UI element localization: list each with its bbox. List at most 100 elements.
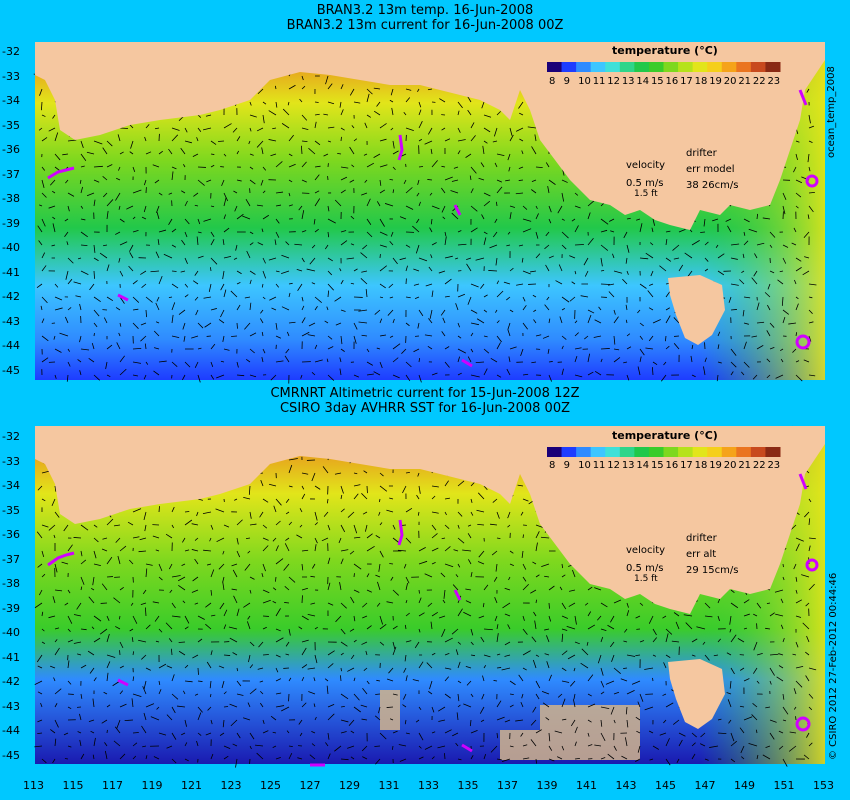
current-vector: [271, 307, 277, 311]
current-vector: [555, 280, 563, 285]
current-vector: [106, 672, 109, 682]
current-vector: [93, 199, 96, 207]
current-vector: [334, 472, 342, 475]
current-vector: [158, 275, 163, 285]
colorbar-tick-label: 10: [578, 76, 591, 87]
current-vector: [483, 584, 489, 591]
current-vector: [171, 693, 179, 700]
current-vector: [324, 320, 329, 324]
current-vector: [625, 304, 628, 311]
current-vector: [171, 674, 175, 682]
current-vector: [145, 151, 152, 155]
current-vector: [197, 127, 202, 132]
current-vector: [691, 753, 696, 760]
current-vector: [154, 179, 160, 184]
current-vector: [587, 744, 593, 747]
x-tick-label: 119: [141, 779, 163, 792]
current-vector: [249, 732, 255, 740]
current-vector: [507, 322, 511, 330]
current-vector: [469, 175, 472, 181]
current-vector: [236, 680, 242, 687]
current-vector: [311, 743, 316, 747]
current-vector: [361, 192, 368, 196]
current-vector: [298, 719, 303, 725]
current-vector: [479, 706, 485, 714]
current-vector: [491, 550, 498, 556]
current-vector: [753, 641, 758, 651]
current-vector: [401, 348, 407, 354]
current-vector: [80, 586, 83, 591]
current-vector: [808, 693, 814, 699]
current-vector: [93, 550, 97, 559]
current-vector: [249, 179, 256, 185]
current-vector: [425, 283, 433, 287]
current-vector: [489, 523, 498, 526]
current-vector: [314, 296, 322, 303]
current-vector: [327, 283, 334, 291]
current-vector: [145, 568, 148, 578]
current-vector: [196, 236, 199, 246]
current-vector: [80, 628, 87, 631]
current-vector: [38, 127, 43, 131]
current-vector: [256, 140, 264, 148]
current-vector: [743, 613, 750, 617]
current-vector: [792, 653, 797, 656]
top-y-tick-label: -37: [2, 167, 20, 181]
current-vector: [561, 718, 567, 721]
current-vector: [726, 652, 732, 656]
top-y-tick-label: -32: [2, 45, 20, 58]
current-vector: [600, 218, 609, 225]
current-vector: [671, 640, 680, 643]
current-vector: [507, 524, 511, 528]
current-vector: [743, 341, 747, 350]
colorbar-tick-label: 11: [592, 460, 606, 471]
current-vector: [363, 153, 368, 156]
current-vector: [808, 140, 813, 143]
current-vector: [535, 205, 538, 209]
current-vector: [584, 270, 589, 277]
current-vector: [483, 485, 488, 490]
current-vector: [544, 244, 550, 250]
current-vector: [73, 537, 82, 539]
current-vector: [273, 505, 277, 513]
current-vector: [80, 576, 85, 585]
current-vector: [378, 563, 381, 572]
current-vector: [93, 179, 100, 183]
current-vector: [288, 153, 293, 157]
current-vector: [285, 511, 290, 515]
current-vector: [496, 716, 505, 721]
current-vector: [270, 715, 277, 721]
current-vector: [360, 252, 368, 259]
current-vector: [782, 244, 789, 248]
current-vector: [313, 218, 316, 225]
current-vector: [753, 613, 758, 617]
current-vector: [272, 745, 277, 748]
current-vector: [327, 753, 331, 760]
current-vector: [181, 239, 186, 246]
current-vector: [36, 531, 43, 539]
current-vector: [389, 718, 394, 721]
current-vector: [509, 309, 514, 313]
current-vector: [675, 621, 680, 630]
colorbar-swatch: [678, 447, 694, 457]
current-vector: [548, 615, 552, 622]
current-vector: [301, 179, 307, 183]
current-vector: [756, 602, 762, 609]
current-vector: [37, 719, 43, 723]
current-vector: [196, 740, 199, 747]
current-vector: [262, 166, 267, 171]
x-tick-label: 131: [378, 779, 400, 792]
current-vector: [54, 374, 57, 379]
current-vector: [444, 652, 450, 656]
current-vector: [389, 241, 394, 246]
current-vector: [417, 88, 420, 93]
current-vector: [379, 244, 387, 248]
current-vector: [373, 87, 381, 90]
current-vector: [104, 750, 108, 760]
current-vector: [106, 199, 114, 207]
current-vector: [374, 309, 381, 315]
current-vector: [378, 511, 381, 516]
current-vector: [587, 719, 592, 723]
current-vector: [737, 638, 745, 643]
current-vector: [156, 212, 160, 220]
